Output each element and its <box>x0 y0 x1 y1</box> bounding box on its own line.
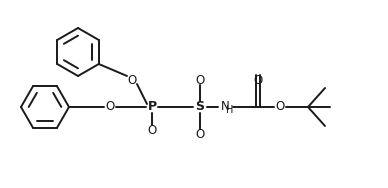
Text: O: O <box>127 74 137 86</box>
Text: H: H <box>226 105 234 115</box>
Text: O: O <box>147 124 157 136</box>
Text: P: P <box>147 101 157 114</box>
Text: O: O <box>106 101 114 114</box>
Text: S: S <box>196 101 204 114</box>
Text: O: O <box>196 74 204 86</box>
Text: N: N <box>221 101 229 114</box>
Text: O: O <box>275 101 285 114</box>
Text: O: O <box>253 74 263 86</box>
Text: O: O <box>196 127 204 140</box>
